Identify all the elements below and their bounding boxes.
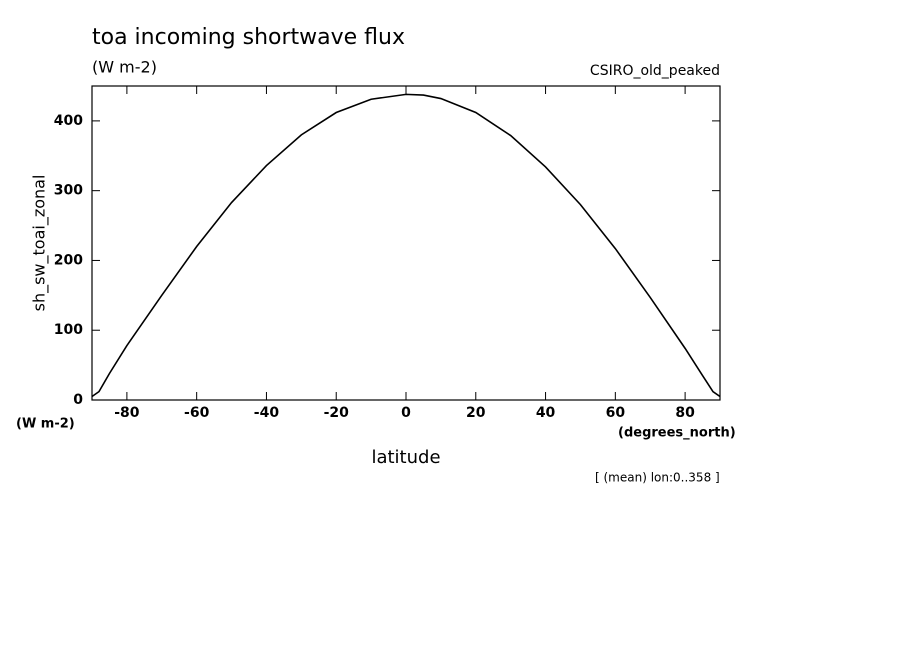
data-line	[91, 93, 721, 398]
note: [ (mean) lon:0..358 ]	[595, 471, 720, 485]
plot-frame	[91, 85, 721, 401]
annotation: CSIRO_old_peaked	[590, 63, 720, 79]
x-tick-label: 40	[536, 405, 556, 421]
x-tick-label: -80	[114, 405, 140, 421]
y-tick-label: 400	[54, 113, 83, 129]
chart-subtitle: (W m-2)	[92, 58, 157, 77]
x-axis-label: latitude	[371, 447, 440, 468]
x-tick-label: 20	[466, 405, 486, 421]
x-tick-label: -20	[324, 405, 350, 421]
x-tick-label: 0	[401, 405, 411, 421]
y-axis-label: sh_sw_toai_zonal	[30, 175, 50, 312]
x-tick-label: 60	[606, 405, 626, 421]
y-tick-label: 0	[73, 392, 83, 408]
y-units: (W m-2)	[16, 417, 75, 432]
y-tick-label: 200	[54, 252, 83, 268]
x-tick-label: -40	[254, 405, 280, 421]
x-tick-label: -60	[184, 405, 210, 421]
y-tick-label: 300	[54, 183, 83, 199]
x-tick-label: 80	[675, 405, 695, 421]
x-units: (degrees_north)	[618, 426, 736, 441]
y-tick-label: 100	[54, 322, 83, 338]
chart-title: toa incoming shortwave flux	[92, 25, 405, 50]
